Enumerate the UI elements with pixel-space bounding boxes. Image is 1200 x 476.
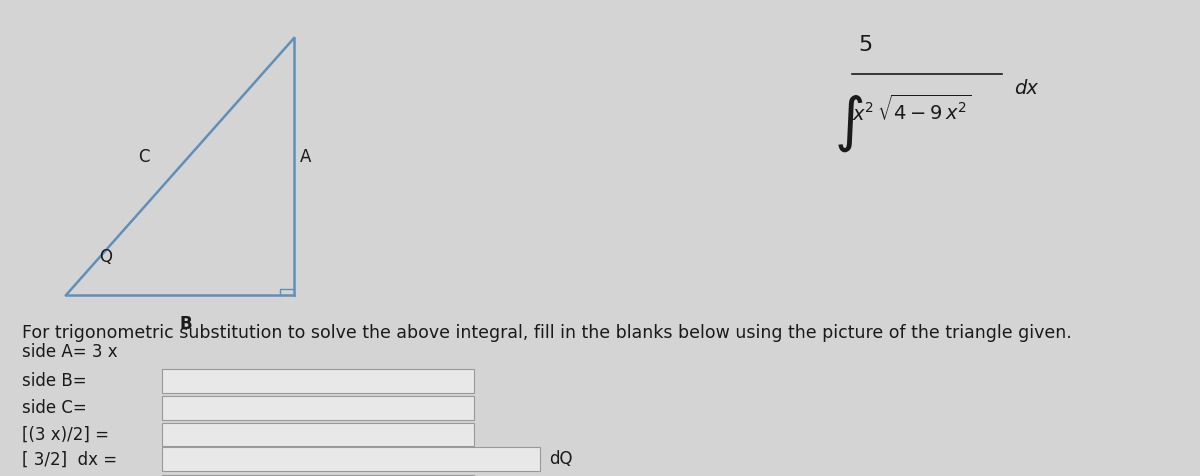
Text: dx: dx (1014, 79, 1038, 98)
Text: side C=: side C= (22, 399, 86, 417)
Text: A: A (300, 148, 312, 166)
Text: dQ: dQ (550, 450, 574, 468)
Text: For trigonometric substitution to solve the above integral, fill in the blanks b: For trigonometric substitution to solve … (22, 324, 1072, 342)
Text: $x^2\,\sqrt{4-9\,x^2}$: $x^2\,\sqrt{4-9\,x^2}$ (852, 94, 971, 125)
Text: Q: Q (100, 248, 112, 266)
Text: [(3 x)/2] =: [(3 x)/2] = (22, 426, 108, 444)
FancyBboxPatch shape (162, 447, 540, 471)
Text: side B=: side B= (22, 372, 86, 390)
Text: 5: 5 (858, 35, 872, 55)
FancyBboxPatch shape (162, 475, 474, 476)
Text: side A= 3 x: side A= 3 x (22, 343, 118, 361)
Text: B: B (180, 315, 192, 333)
FancyBboxPatch shape (162, 396, 474, 420)
FancyBboxPatch shape (162, 369, 474, 393)
Text: C: C (138, 148, 150, 166)
FancyBboxPatch shape (162, 423, 474, 446)
Text: [ 3/2]  dx =: [ 3/2] dx = (22, 450, 116, 468)
Text: $\int$: $\int$ (834, 93, 863, 154)
